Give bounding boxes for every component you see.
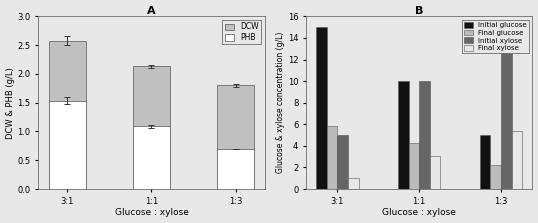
Y-axis label: Glucose & xylose concentration (g/L): Glucose & xylose concentration (g/L) xyxy=(276,32,285,173)
Bar xyxy=(327,126,337,189)
Legend: DCW, PHB: DCW, PHB xyxy=(222,20,261,44)
Bar xyxy=(337,135,348,189)
Y-axis label: DCW & PHB (g/L): DCW & PHB (g/L) xyxy=(5,67,15,138)
Title: B: B xyxy=(415,6,423,16)
Bar xyxy=(430,156,441,189)
Bar xyxy=(398,81,408,189)
Bar xyxy=(48,101,86,189)
Bar xyxy=(512,131,522,189)
Bar xyxy=(490,165,501,189)
Legend: Initial glucose, Final glucose, Initial xylose, Final xylose: Initial glucose, Final glucose, Initial … xyxy=(462,20,529,53)
Bar xyxy=(132,126,171,189)
Bar xyxy=(408,143,419,189)
Bar xyxy=(217,85,254,189)
Bar xyxy=(48,41,86,189)
Bar xyxy=(217,149,254,189)
Bar xyxy=(348,178,359,189)
Title: A: A xyxy=(147,6,156,16)
Bar xyxy=(419,81,430,189)
X-axis label: Glucose : xylose: Glucose : xylose xyxy=(382,209,456,217)
Bar xyxy=(316,27,327,189)
X-axis label: Glucose : xylose: Glucose : xylose xyxy=(115,209,188,217)
Bar xyxy=(480,135,490,189)
Bar xyxy=(132,66,171,189)
Bar xyxy=(501,27,512,189)
